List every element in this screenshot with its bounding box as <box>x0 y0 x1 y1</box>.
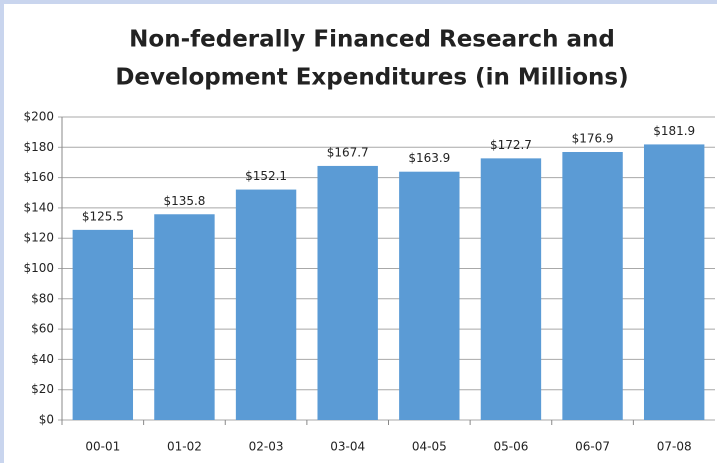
bar <box>154 214 215 420</box>
y-tick-label: $120 <box>23 231 54 245</box>
x-tick-label: 03-04 <box>330 440 365 454</box>
y-tick-label: $80 <box>31 291 54 305</box>
x-tick-label: 06-07 <box>575 440 610 454</box>
value-label: $176.9 <box>572 131 614 145</box>
y-tick-label: $180 <box>23 140 54 154</box>
bar <box>643 144 705 420</box>
y-tick-label: $0 <box>39 413 54 427</box>
x-tick-label: 07-08 <box>657 440 692 454</box>
bar <box>399 171 460 420</box>
y-tick-label: $200 <box>23 110 54 124</box>
y-tick-label: $60 <box>31 322 54 336</box>
y-tick-label: $160 <box>23 170 54 184</box>
value-label: $172.7 <box>490 138 532 152</box>
bar <box>72 229 134 420</box>
value-label: $152.1 <box>245 169 287 183</box>
bar <box>317 165 378 420</box>
y-tick-label: $140 <box>23 200 54 214</box>
bar <box>480 158 542 420</box>
value-label: $163.9 <box>408 151 450 165</box>
value-label: $167.7 <box>327 145 369 159</box>
value-label: $125.5 <box>82 209 124 223</box>
chart-title: Non-federally Financed Research and <box>129 27 615 53</box>
bar <box>562 151 623 420</box>
x-tick-label: 04-05 <box>412 440 447 454</box>
x-tick-label: 01-02 <box>167 440 202 454</box>
chart-title: Development Expenditures (in Millions) <box>115 65 628 91</box>
x-tick-label: 00-01 <box>85 440 120 454</box>
value-label: $181.9 <box>653 124 695 138</box>
x-tick-label: 02-03 <box>249 440 284 454</box>
y-tick-label: $40 <box>31 352 54 366</box>
x-tick-label: 05-06 <box>494 440 529 454</box>
value-label: $135.8 <box>163 194 205 208</box>
y-tick-label: $100 <box>23 261 54 275</box>
y-tick-label: $20 <box>31 382 54 396</box>
bar <box>235 189 297 420</box>
